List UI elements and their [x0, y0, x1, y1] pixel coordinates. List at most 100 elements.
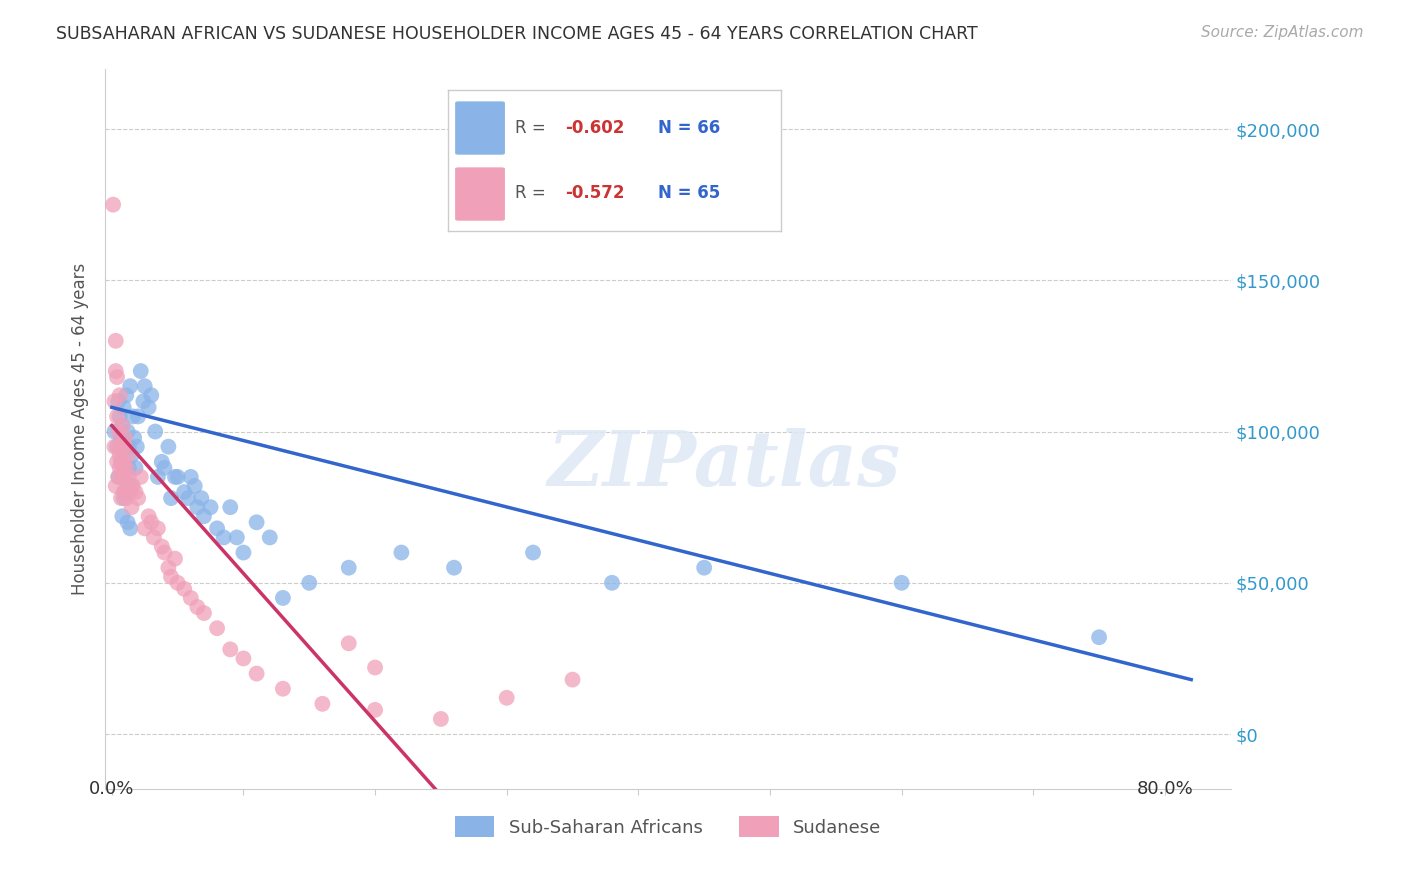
- Point: [180, 470, 202, 484]
- Point: [124, 485, 146, 500]
- Point: [115, 388, 138, 402]
- Point: [173, 582, 195, 596]
- Point: [121, 449, 143, 463]
- Point: [101, 197, 124, 211]
- Point: [246, 516, 269, 530]
- Point: [107, 394, 129, 409]
- Point: [115, 461, 138, 475]
- Point: [141, 388, 163, 402]
- Point: [177, 491, 200, 505]
- Text: ZIPatlas: ZIPatlas: [548, 427, 901, 501]
- Point: [561, 673, 583, 687]
- Point: [107, 440, 129, 454]
- Point: [114, 470, 136, 484]
- Point: [103, 394, 125, 409]
- Point: [180, 591, 202, 605]
- Point: [127, 409, 149, 424]
- Point: [337, 560, 360, 574]
- Point: [364, 660, 387, 674]
- Point: [117, 449, 139, 463]
- Point: [298, 575, 321, 590]
- Point: [142, 531, 165, 545]
- Point: [246, 666, 269, 681]
- Point: [495, 690, 517, 705]
- Point: [103, 440, 125, 454]
- Point: [443, 560, 465, 574]
- Y-axis label: Householder Income Ages 45 - 64 years: Householder Income Ages 45 - 64 years: [72, 262, 89, 595]
- Point: [120, 521, 142, 535]
- Point: [121, 409, 143, 424]
- Point: [205, 521, 228, 535]
- Point: [389, 545, 412, 559]
- Point: [112, 461, 135, 475]
- Point: [117, 479, 139, 493]
- Point: [134, 521, 156, 535]
- Point: [114, 440, 136, 454]
- Point: [225, 531, 247, 545]
- Point: [117, 516, 139, 530]
- Point: [153, 461, 176, 475]
- Point: [138, 509, 160, 524]
- Point: [111, 418, 134, 433]
- Point: [111, 470, 134, 484]
- Point: [108, 449, 131, 463]
- Point: [111, 509, 134, 524]
- Point: [114, 440, 136, 454]
- Point: [173, 485, 195, 500]
- Point: [1088, 630, 1111, 644]
- Point: [163, 551, 186, 566]
- Point: [193, 509, 215, 524]
- Point: [108, 409, 131, 424]
- Point: [114, 431, 136, 445]
- Point: [107, 470, 129, 484]
- Point: [150, 540, 173, 554]
- Point: [166, 575, 188, 590]
- Point: [183, 479, 205, 493]
- Point: [138, 401, 160, 415]
- Point: [112, 491, 135, 505]
- Point: [108, 388, 131, 402]
- Point: [125, 440, 148, 454]
- Point: [146, 521, 169, 535]
- Point: [105, 409, 128, 424]
- Point: [105, 455, 128, 469]
- Point: [232, 651, 254, 665]
- Point: [259, 531, 281, 545]
- Point: [219, 500, 242, 515]
- Point: [107, 425, 129, 439]
- Text: Source: ZipAtlas.com: Source: ZipAtlas.com: [1201, 25, 1364, 40]
- Point: [232, 545, 254, 559]
- Point: [118, 461, 141, 475]
- Text: 80.0%: 80.0%: [1136, 780, 1194, 798]
- Point: [163, 470, 186, 484]
- Point: [124, 461, 146, 475]
- Point: [364, 703, 387, 717]
- Point: [430, 712, 453, 726]
- Point: [108, 461, 131, 475]
- Point: [112, 470, 135, 484]
- Point: [110, 440, 132, 454]
- Point: [129, 364, 152, 378]
- Point: [271, 681, 294, 696]
- Point: [311, 697, 333, 711]
- Point: [103, 425, 125, 439]
- Point: [104, 334, 127, 348]
- Point: [160, 570, 183, 584]
- Point: [153, 545, 176, 559]
- Point: [105, 440, 128, 454]
- Point: [117, 425, 139, 439]
- Legend: Sub-Saharan Africans, Sudanese: Sub-Saharan Africans, Sudanese: [447, 809, 889, 845]
- Point: [157, 440, 180, 454]
- Point: [212, 531, 235, 545]
- Point: [522, 545, 544, 559]
- Point: [111, 418, 134, 433]
- Point: [890, 575, 912, 590]
- Point: [186, 600, 208, 615]
- Point: [693, 560, 716, 574]
- Point: [110, 491, 132, 505]
- Text: SUBSAHARAN AFRICAN VS SUDANESE HOUSEHOLDER INCOME AGES 45 - 64 YEARS CORRELATION: SUBSAHARAN AFRICAN VS SUDANESE HOUSEHOLD…: [56, 25, 979, 43]
- Point: [120, 379, 142, 393]
- Point: [112, 401, 135, 415]
- Point: [146, 470, 169, 484]
- Point: [118, 470, 141, 484]
